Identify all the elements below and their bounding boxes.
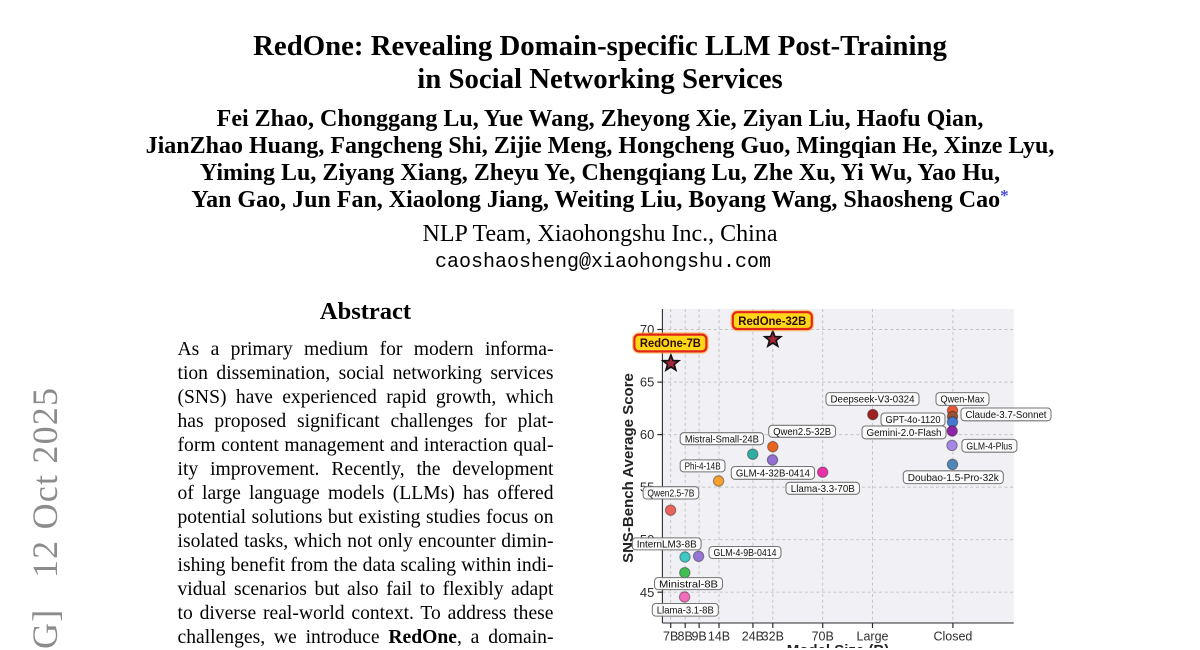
svg-text:RedOne-7B: RedOne-7B bbox=[640, 338, 701, 350]
svg-text:Llama-3.1-8B: Llama-3.1-8B bbox=[657, 605, 714, 617]
svg-text:GLM-4-Plus: GLM-4-Plus bbox=[966, 441, 1012, 453]
svg-text:InternLM3-8B: InternLM3-8B bbox=[637, 539, 697, 551]
svg-text:Claude-3.7-Sonnet: Claude-3.7-Sonnet bbox=[966, 409, 1047, 421]
svg-text:32B: 32B bbox=[762, 630, 784, 644]
svg-text:GLM-4-9B-0414: GLM-4-9B-0414 bbox=[714, 547, 777, 559]
svg-text:Doubao-1.5-Pro-32k: Doubao-1.5-Pro-32k bbox=[908, 472, 1000, 484]
svg-text:Qwen2.5-32B: Qwen2.5-32B bbox=[773, 426, 831, 438]
svg-text:Large: Large bbox=[857, 630, 889, 644]
svg-text:24B: 24B bbox=[742, 630, 764, 644]
svg-text:Qwen-Max: Qwen-Max bbox=[941, 394, 986, 406]
svg-text:Model Size (B): Model Size (B) bbox=[787, 642, 890, 648]
svg-text:70B: 70B bbox=[812, 630, 834, 644]
svg-text:Mistral-Small-24B: Mistral-Small-24B bbox=[685, 433, 759, 445]
svg-text:Gemini-2.0-Flash: Gemini-2.0-Flash bbox=[867, 427, 942, 439]
svg-text:SNS-Bench Average Score: SNS-Bench Average Score bbox=[620, 373, 637, 563]
svg-text:Closed: Closed bbox=[933, 630, 972, 644]
svg-text:9B: 9B bbox=[691, 630, 706, 644]
svg-text:45: 45 bbox=[640, 585, 654, 600]
svg-text:Ministral-8B: Ministral-8B bbox=[659, 578, 718, 590]
svg-text:14B: 14B bbox=[708, 630, 730, 644]
svg-text:Llama-3.3-70B: Llama-3.3-70B bbox=[791, 483, 855, 495]
svg-text:GPT-4o-1120: GPT-4o-1120 bbox=[886, 414, 941, 426]
svg-text:Deepseek-V3-0324: Deepseek-V3-0324 bbox=[831, 394, 915, 406]
svg-text:GLM-4-32B-0414: GLM-4-32B-0414 bbox=[736, 468, 810, 480]
svg-text:RedOne-32B: RedOne-32B bbox=[738, 316, 806, 328]
svg-text:Phi-4-14B: Phi-4-14B bbox=[685, 461, 721, 473]
svg-text:7B: 7B bbox=[663, 630, 678, 644]
svg-text:Qwen2.5-7B: Qwen2.5-7B bbox=[647, 488, 694, 500]
svg-text:65: 65 bbox=[640, 375, 654, 390]
svg-text:8B: 8B bbox=[678, 630, 693, 644]
svg-text:60: 60 bbox=[640, 427, 654, 442]
